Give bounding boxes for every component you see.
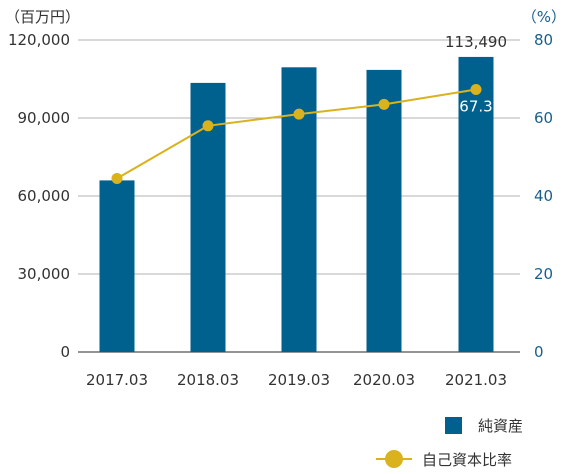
y-left-tick-label: 60,000 [18, 187, 71, 205]
bar-series [99, 56, 494, 353]
legend-swatch-marker [385, 450, 403, 468]
bar [458, 56, 494, 353]
x-tick-label: 2021.03 [445, 371, 507, 389]
x-tick-label: 2019.03 [268, 371, 330, 389]
ratio-point [202, 120, 214, 132]
ratio-point [293, 108, 305, 120]
data-labels: 113,490 67.3 [445, 33, 507, 116]
y-right-tick-label: 80 [534, 31, 553, 49]
legend-label-line: 自己資本比率 [422, 451, 512, 469]
ratio-point [378, 98, 390, 110]
y-left-tick-label: 30,000 [18, 265, 71, 283]
y-left-tick-label: 90,000 [18, 109, 71, 127]
ratio-point [470, 84, 482, 96]
x-tick-label: 2020.03 [353, 371, 415, 389]
y-right-tick-label: 0 [534, 343, 544, 361]
y-axis-right-title: （%） [522, 8, 566, 26]
y-axis-left-ticks: 0 30,000 60,000 90,000 120,000 [8, 31, 70, 361]
ratio-value-label: 67.3 [459, 98, 492, 116]
y-left-tick-label: 0 [60, 343, 70, 361]
y-right-tick-label: 20 [534, 265, 553, 283]
x-axis-ticks: 2017.03 2018.03 2019.03 2020.03 2021.03 [86, 371, 507, 389]
axes: （百万円） （%） [5, 8, 566, 26]
y-left-tick-label: 120,000 [8, 31, 70, 49]
ratio-point [111, 172, 123, 184]
line-series [111, 84, 482, 184]
legend-label-bar: 純資産 [478, 417, 523, 435]
bar [99, 180, 135, 352]
y-right-tick-label: 40 [534, 187, 553, 205]
y-axis-left-title: （百万円） [5, 8, 80, 26]
y-right-tick-label: 60 [534, 109, 553, 127]
x-tick-label: 2017.03 [86, 371, 148, 389]
y-axis-right-ticks: 0 20 40 60 80 [534, 31, 553, 361]
bar-value-label: 113,490 [445, 33, 507, 51]
bar [366, 69, 402, 353]
x-tick-label: 2018.03 [177, 371, 239, 389]
legend-swatch-bar [445, 417, 462, 434]
